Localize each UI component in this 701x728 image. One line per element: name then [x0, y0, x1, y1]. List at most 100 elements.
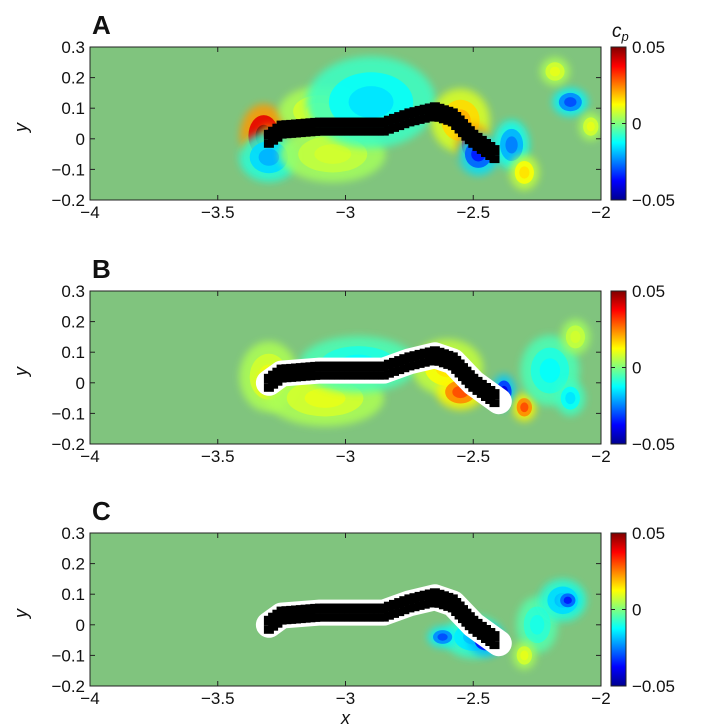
- body-marker: [394, 366, 405, 375]
- contour-core: [549, 66, 561, 77]
- x-tick-label: −3: [336, 689, 355, 708]
- field-contours: [239, 319, 591, 427]
- contour-core: [437, 633, 448, 641]
- body-marker: [399, 110, 410, 121]
- contour-core: [539, 358, 561, 383]
- x-axis-label: x: [340, 708, 351, 728]
- colorbar-tick-label: 0: [632, 359, 641, 378]
- body-marker: [419, 590, 430, 601]
- body-marker: [419, 358, 430, 367]
- body-marker: [378, 603, 389, 614]
- contour-core: [304, 388, 346, 408]
- body-marker: [419, 348, 430, 359]
- body-marker: [404, 108, 415, 119]
- contour-core: [529, 615, 545, 635]
- y-tick-label: 0.3: [61, 282, 85, 301]
- body-marker: [424, 357, 435, 366]
- colorbar-title-sub: p: [621, 29, 629, 44]
- body-marker: [378, 117, 389, 128]
- y-tick-label: 0.2: [61, 69, 85, 88]
- x-tick-label: −3: [336, 203, 355, 222]
- contour-core: [586, 121, 595, 132]
- contour-core: [563, 596, 572, 604]
- body-marker: [489, 399, 500, 408]
- x-tick-label: −3.5: [201, 447, 235, 466]
- body-marker: [383, 115, 394, 126]
- body-marker: [404, 352, 415, 363]
- y-tick-label: −0.2: [51, 191, 85, 210]
- contour-core: [505, 136, 518, 154]
- body-marker: [409, 351, 420, 362]
- y-tick-label: −0.1: [51, 646, 85, 665]
- contour-core: [520, 402, 529, 413]
- body-marker: [399, 354, 410, 365]
- body-marker: [394, 356, 405, 367]
- body-marker: [409, 361, 420, 370]
- x-tick-label: −3: [336, 447, 355, 466]
- body-marker: [394, 598, 405, 609]
- body-marker: [383, 359, 394, 370]
- body-marker: [424, 589, 435, 600]
- panel-label: A: [92, 10, 111, 40]
- body-marker: [383, 611, 394, 620]
- body-marker: [489, 145, 500, 156]
- body-markers: [263, 588, 500, 650]
- contour-core: [565, 391, 576, 405]
- colorbar-tick-label: 0.05: [632, 38, 665, 57]
- y-tick-label: 0.3: [61, 524, 85, 543]
- contour-core: [314, 144, 352, 164]
- y-axis-label: y: [11, 366, 31, 378]
- x-tick-label: −3.5: [201, 203, 235, 222]
- body-marker: [409, 107, 420, 118]
- body-marker: [414, 349, 425, 360]
- y-tick-label: 0.2: [61, 555, 85, 574]
- contour-core: [519, 166, 530, 179]
- body-marker: [378, 613, 389, 622]
- body-marker: [489, 155, 500, 164]
- contour-core: [520, 650, 529, 661]
- x-tick-label: −4: [80, 203, 99, 222]
- contour-core: [564, 97, 577, 107]
- y-tick-label: −0.1: [51, 160, 85, 179]
- body-marker: [404, 604, 415, 613]
- panel-label: C: [92, 496, 111, 526]
- contour-core: [348, 86, 394, 118]
- body-marker: [389, 357, 399, 368]
- y-axis-label: y: [11, 608, 31, 620]
- y-axis-label: y: [11, 122, 31, 134]
- x-tick-label: −2: [591, 447, 610, 466]
- body-marker: [424, 347, 435, 358]
- colorbar-title-base: c: [612, 21, 622, 42]
- contour-core: [570, 330, 581, 344]
- x-tick-label: −2.5: [456, 203, 490, 222]
- colorbar-tick-label: −0.05: [632, 435, 675, 454]
- colorbar-tick-label: −0.05: [632, 677, 675, 696]
- x-tick-label: −2.5: [456, 689, 490, 708]
- colorbar-tick-label: −0.05: [632, 191, 675, 210]
- body-marker: [489, 641, 500, 650]
- body-marker: [489, 389, 500, 400]
- y-tick-label: −0.2: [51, 677, 85, 696]
- body-marker: [489, 631, 500, 642]
- body-marker: [414, 115, 425, 124]
- x-tick-label: −4: [80, 447, 99, 466]
- body-marker: [414, 601, 425, 610]
- y-tick-label: 0.1: [61, 99, 85, 118]
- body-marker: [389, 113, 399, 124]
- x-tick-label: −2: [591, 203, 610, 222]
- body-marker: [389, 609, 399, 618]
- x-tick-label: −2.5: [456, 447, 490, 466]
- body-marker: [424, 113, 435, 122]
- colorbar-tick-label: 0: [632, 601, 641, 620]
- body-markers: [263, 346, 500, 408]
- panel-label: B: [92, 254, 111, 284]
- y-tick-label: 0.1: [61, 343, 85, 362]
- body-marker: [399, 596, 410, 607]
- field-contours: [239, 56, 601, 191]
- body-marker: [419, 600, 430, 609]
- colorbar-tick-label: 0.05: [632, 524, 665, 543]
- body-marker: [409, 593, 420, 604]
- y-tick-label: −0.1: [51, 404, 85, 423]
- body-marker: [404, 118, 415, 127]
